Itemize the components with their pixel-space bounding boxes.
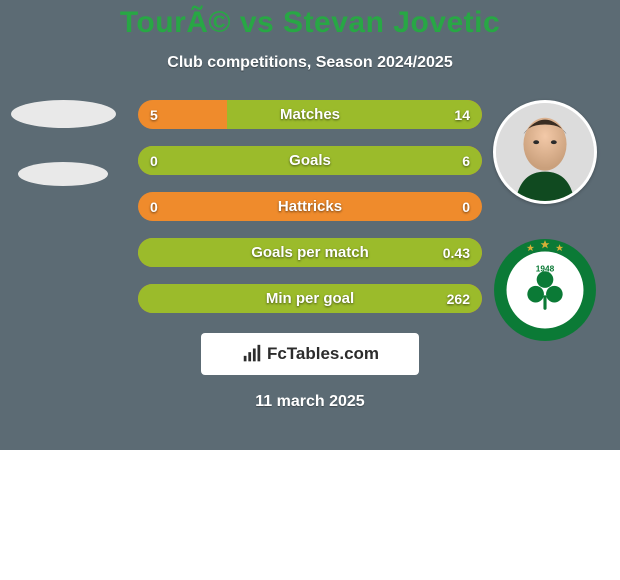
left-player-avatar [11,100,116,128]
stat-value-left: 0 [150,146,158,175]
stat-row: Goals per match0.43 [138,238,482,267]
stat-label: Goals [138,146,482,175]
stat-value-right: 14 [454,100,470,129]
stat-row: Hattricks0 0 [138,192,482,221]
stat-value-left: 5 [150,100,158,129]
svg-text:1948: 1948 [536,263,555,273]
right-player-avatar [493,100,597,204]
left-player-column [8,100,118,186]
stat-bars: Matches514Goals06Hattricks00Goals per ma… [138,100,482,313]
watermark: FcTables.com [201,333,419,375]
stat-label: Min per goal [138,284,482,313]
stat-value-right: 0.43 [443,238,470,267]
club-badge-icon: 1948 [493,238,597,342]
page-subtitle: Club competitions, Season 2024/2025 [0,54,620,72]
stat-label: Matches [138,100,482,129]
stat-label: Hattricks [138,192,482,221]
stat-row: Min per goal262 [138,284,482,313]
stat-value-right: 262 [447,284,470,313]
chart-icon [241,343,263,365]
comparison-card: TourÃ© vs Stevan Jovetic Club competitio… [0,0,620,450]
stat-value-left: 0 [150,192,158,221]
avatar-placeholder-icon [496,103,594,201]
right-player-column: 1948 [490,100,600,342]
page-title: TourÃ© vs Stevan Jovetic [0,6,620,40]
stat-row: Matches5 14 [138,100,482,129]
stat-row: Goals0 6 [138,146,482,175]
compare-area: 1948 Matches514Goals06Hattricks00Goals p… [0,100,620,313]
stat-label: Goals per match [138,238,482,267]
right-club-badge: 1948 [493,238,597,342]
stat-value-right: 6 [462,146,470,175]
stat-value-right: 0 [462,192,470,221]
footer-date: 11 march 2025 [0,393,620,411]
watermark-text: FcTables.com [267,344,379,364]
left-club-badge [18,162,108,186]
